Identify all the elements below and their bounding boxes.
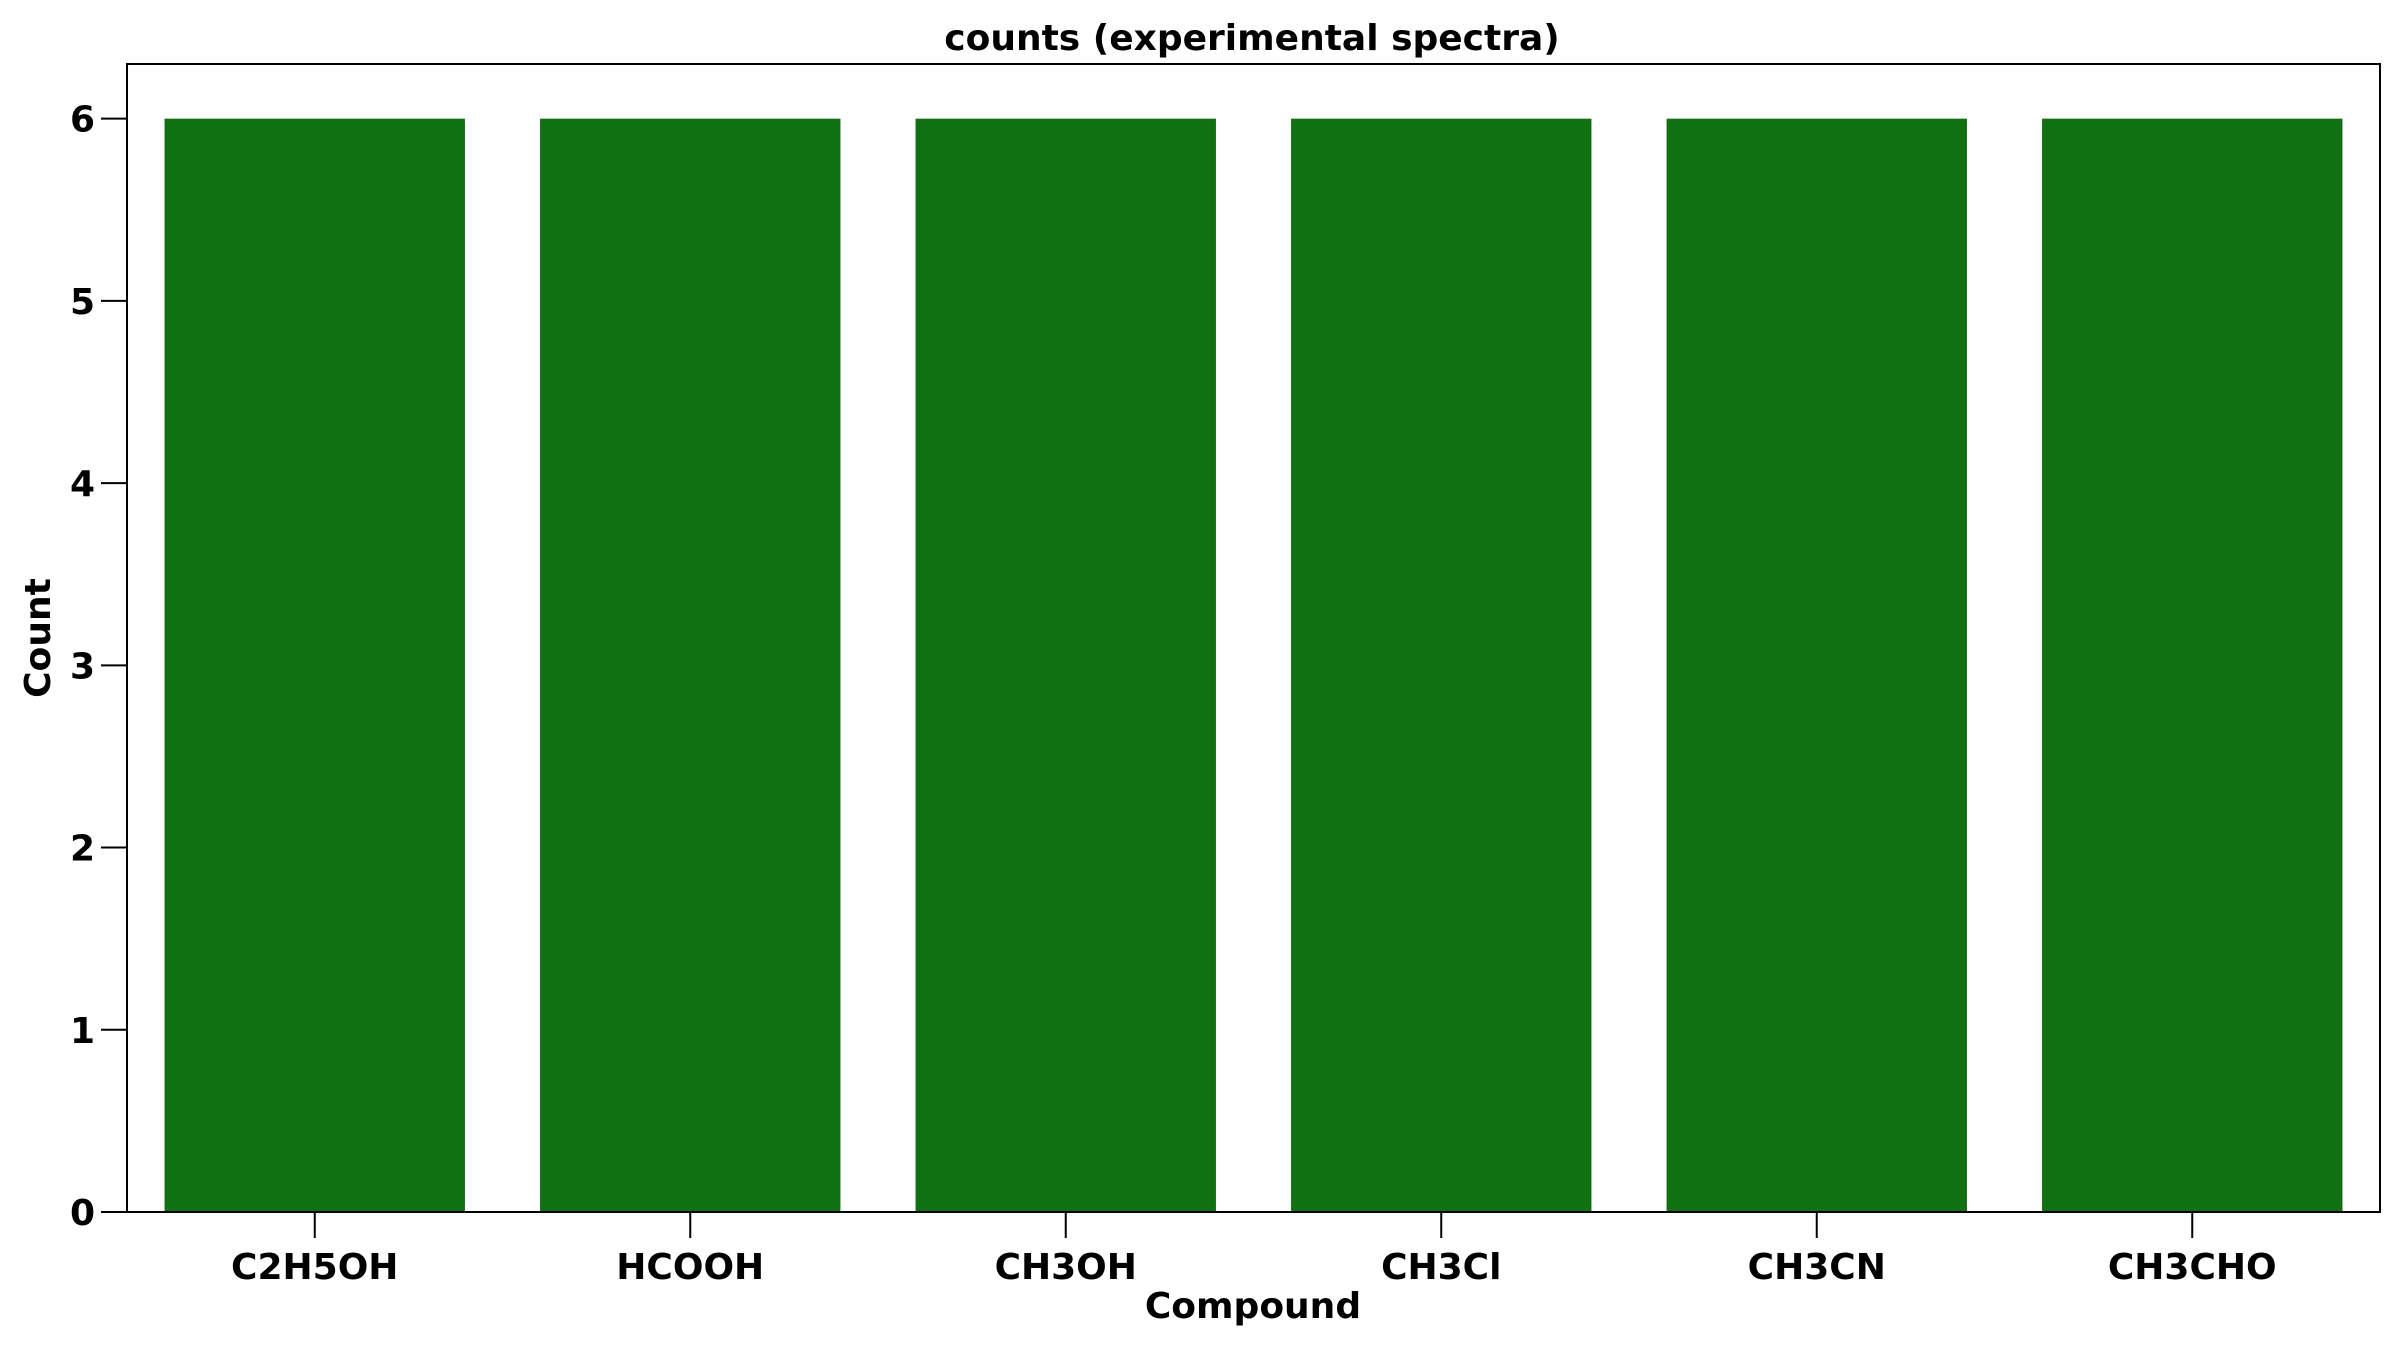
y-tick-label: 0 [70,1193,95,1234]
bars-layer [164,118,2343,1213]
y-tick-label: 1 [70,1011,95,1052]
y-axis: 0 1 2 3 4 5 6 [70,100,127,1234]
x-tick-label: C2H5OH [231,1247,398,1288]
x-tick-label: CH3Cl [1381,1247,1501,1288]
bar-ch3cho [2042,118,2343,1213]
y-tick-label: 5 [70,282,95,323]
x-tick-label: CH3CHO [2108,1247,2277,1288]
x-tick-label: CH3CN [1748,1247,1886,1288]
bar-ch3cn [1666,118,1967,1213]
bar-ch3oh [915,118,1216,1213]
x-tick-label: CH3OH [995,1247,1137,1288]
y-tick-label: 4 [70,464,95,505]
plot-frame [126,63,2381,1213]
bar-c2h5oh [164,118,465,1213]
y-tick-label: 6 [70,100,95,141]
chart-title: counts (experimental spectra) [944,18,1559,59]
x-tick-label: HCOOH [616,1247,764,1288]
bar-hcooh [540,118,841,1213]
y-axis-label: Count [18,578,59,698]
bar-ch3cl [1291,118,1592,1213]
y-tick-label: 3 [70,646,95,687]
x-axis-label: Compound [1145,1286,1361,1327]
x-axis: C2H5OH HCOOH CH3OH CH3Cl CH3CN CH3CHO [231,1212,2277,1288]
y-tick-label: 2 [70,829,95,870]
